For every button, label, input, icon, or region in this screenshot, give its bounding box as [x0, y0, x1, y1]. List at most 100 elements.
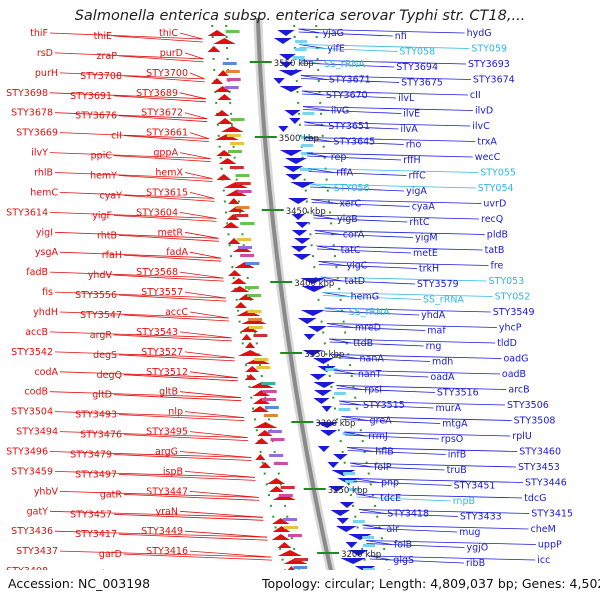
gene-label[interactable]: yigB — [337, 214, 358, 225]
gene-label[interactable]: STY3604 — [136, 207, 178, 218]
gene-label[interactable]: STY3676 — [75, 111, 117, 122]
gene-label[interactable]: STY058 — [399, 47, 435, 58]
gene-label[interactable]: STY3674 — [473, 75, 515, 86]
gene-label[interactable]: STY3453 — [518, 462, 560, 473]
gene-label[interactable]: rffA — [336, 168, 353, 179]
gene-label[interactable]: yhcP — [499, 323, 522, 334]
gene-label[interactable]: thiC — [159, 28, 178, 39]
gene-label[interactable]: ilvG — [331, 106, 349, 117]
gene-label[interactable]: ispB — [163, 466, 183, 477]
gene-label[interactable]: pldB — [487, 230, 508, 241]
gene-label[interactable]: rhtC — [409, 217, 429, 228]
gene-label[interactable]: ttdB — [353, 338, 373, 349]
gene-label[interactable]: maf — [427, 326, 446, 337]
gene-label[interactable]: air — [387, 524, 399, 535]
gene-label[interactable]: nlp — [168, 407, 183, 418]
gene-label[interactable]: tatD — [345, 276, 366, 287]
gene-label[interactable]: gatR — [100, 489, 123, 500]
gene-label[interactable]: uppP — [538, 540, 562, 551]
gene-label[interactable]: nfi — [395, 31, 407, 42]
gene-label[interactable]: cII — [111, 131, 122, 142]
gene-label[interactable]: STY3504 — [11, 407, 53, 418]
gene-label[interactable]: rng — [426, 341, 442, 352]
gene-label[interactable]: pnp — [381, 478, 399, 489]
gene-label[interactable]: fis — [42, 287, 53, 298]
gene-label[interactable]: gatY — [27, 506, 49, 517]
gene-label[interactable]: rfaH — [102, 250, 122, 261]
gene-label[interactable]: SS_rRNA — [423, 295, 464, 306]
gene-label[interactable]: mreD — [355, 323, 381, 334]
gene-label[interactable]: tdcG — [524, 493, 546, 504]
gene-label[interactable]: STY3447 — [146, 486, 188, 497]
gene-label[interactable]: yigI — [36, 227, 53, 238]
gene-label[interactable]: argR — [90, 330, 113, 341]
gene-label[interactable]: thiE — [94, 31, 112, 42]
gene-label[interactable]: fadB — [26, 267, 48, 278]
gene-label[interactable]: STY3436 — [11, 526, 53, 537]
gene-label[interactable]: SS_rRNA — [324, 59, 365, 70]
gene-label[interactable]: STY3700 — [146, 68, 188, 79]
gene-label[interactable]: STY3672 — [141, 108, 183, 119]
gene-label[interactable]: oadA — [430, 372, 455, 383]
gene-label[interactable]: rrmJ — [368, 431, 388, 442]
gene-label[interactable]: arcB — [508, 385, 529, 396]
gene-label[interactable]: tldD — [497, 338, 517, 349]
gene-label[interactable]: STY3459 — [11, 466, 53, 477]
gene-label[interactable]: hydG — [467, 28, 492, 39]
gene-label[interactable]: STY3557 — [141, 287, 183, 298]
gene-label[interactable]: codA — [34, 367, 58, 378]
gene-label[interactable]: STY3416 — [146, 546, 188, 557]
gene-label[interactable]: rffH — [403, 155, 421, 166]
gene-label[interactable]: STY3556 — [75, 290, 117, 301]
gene-label[interactable]: ygjO — [467, 543, 489, 554]
gene-label[interactable]: hemX — [155, 168, 183, 179]
gene-label[interactable]: STY3675 — [401, 78, 443, 89]
gene-label[interactable]: accB — [25, 327, 48, 338]
gene-label[interactable]: rep — [331, 152, 347, 163]
gene-label[interactable]: rhtB — [97, 230, 117, 241]
gene-label[interactable]: STY3661 — [146, 128, 188, 139]
gene-label[interactable]: rpsO — [441, 434, 463, 445]
gene-label[interactable]: mtgA — [442, 419, 468, 430]
gene-label[interactable]: fre — [491, 261, 504, 272]
gene-label[interactable]: ysgA — [35, 247, 59, 258]
gene-label[interactable]: rhlB — [34, 168, 53, 179]
gene-label[interactable]: degS — [93, 350, 117, 361]
gene-label[interactable]: STY3493 — [75, 410, 117, 421]
gene-label[interactable]: wecC — [475, 152, 501, 163]
gene-label[interactable]: STY3614 — [6, 207, 48, 218]
gene-label[interactable]: recQ — [481, 214, 503, 225]
gene-label[interactable]: oadG — [504, 354, 529, 365]
gene-label[interactable]: nanA — [360, 354, 385, 365]
gene-label[interactable]: STY3694 — [396, 62, 438, 73]
gene-label[interactable]: STY055 — [480, 168, 516, 179]
gene-label[interactable]: STY3495 — [146, 427, 188, 438]
gene-label[interactable]: STY3698 — [6, 88, 48, 99]
gene-label[interactable]: STY3516 — [437, 388, 479, 399]
gene-label[interactable]: cyaY — [100, 190, 123, 201]
gene-label[interactable]: gppA — [153, 148, 178, 159]
gene-label[interactable]: thiF — [30, 28, 48, 39]
gene-label[interactable]: STY3547 — [80, 310, 122, 321]
gene-label[interactable]: purD — [160, 48, 183, 59]
gene-label[interactable]: yhbV — [34, 486, 59, 497]
gene-label[interactable]: metE — [413, 248, 438, 259]
gene-label[interactable]: STY3433 — [460, 512, 502, 523]
gene-label[interactable]: icc — [537, 555, 550, 566]
gene-label[interactable]: ppiC — [91, 151, 113, 162]
gene-label[interactable]: STY054 — [478, 183, 514, 194]
gene-label[interactable]: tatB — [485, 245, 505, 256]
gene-label[interactable]: STY3645 — [333, 137, 375, 148]
gene-label[interactable]: trxA — [477, 137, 497, 148]
gene-label[interactable]: hemG — [351, 292, 379, 303]
gene-label[interactable]: folB — [394, 540, 412, 551]
gene-label[interactable]: STY3691 — [70, 91, 112, 102]
gene-label[interactable]: yigA — [406, 186, 427, 197]
gene-label[interactable]: hemC — [30, 187, 58, 198]
gene-label[interactable]: STY3693 — [468, 59, 510, 70]
gene-label[interactable]: STY3512 — [146, 367, 188, 378]
gene-label[interactable]: hemY — [90, 171, 117, 182]
gene-label[interactable]: yraN — [156, 506, 178, 517]
gene-label[interactable]: gltB — [159, 387, 178, 398]
gene-label[interactable]: fadA — [166, 247, 188, 258]
